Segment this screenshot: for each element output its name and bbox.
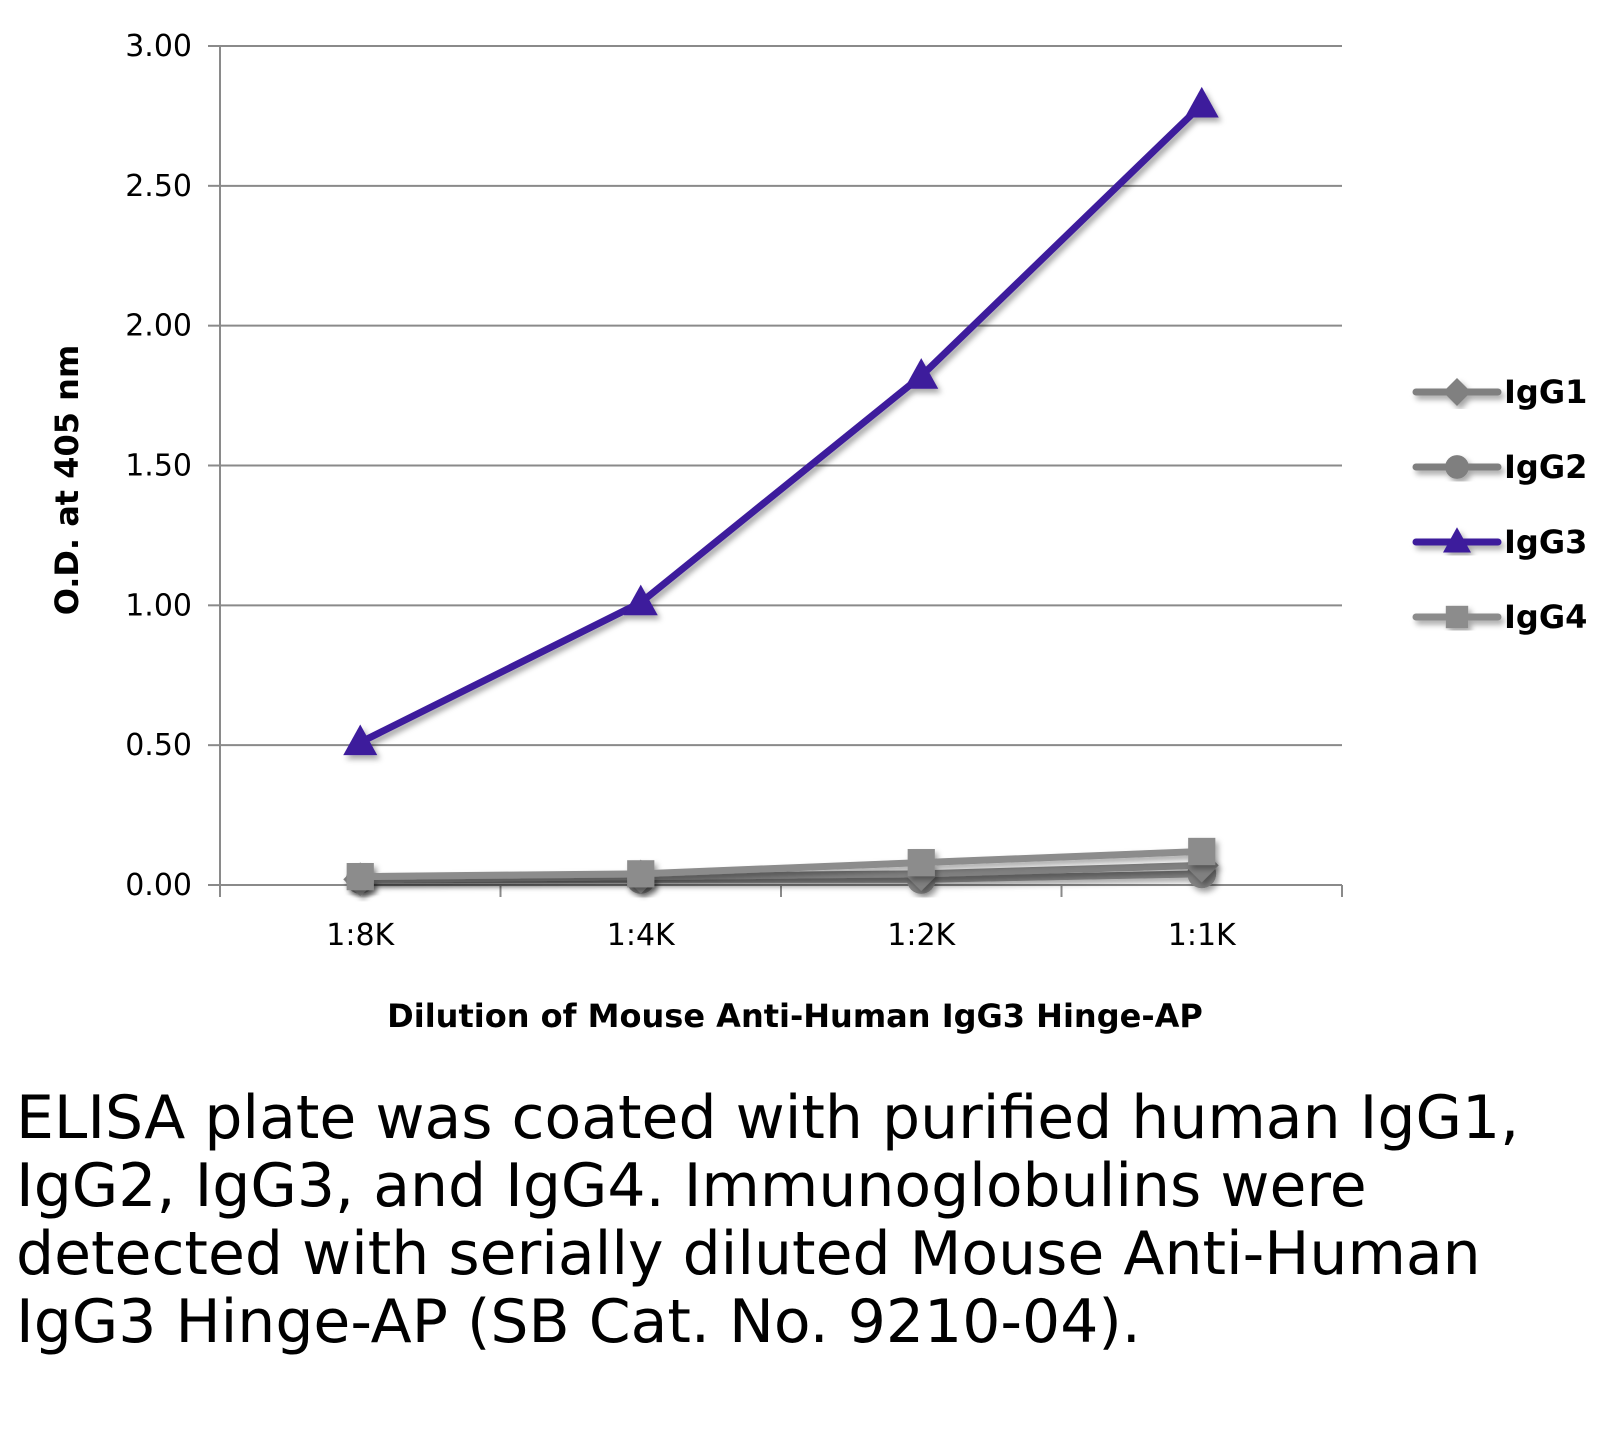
circle-marker-icon bbox=[1445, 455, 1469, 479]
data-point-triangle bbox=[904, 358, 939, 389]
series-line bbox=[356, 847, 1206, 881]
x-tick-label: 1:8K bbox=[326, 918, 395, 953]
elisa-line-chart: 0.00 0.50 1.00 1.50 2.00 2.50 3.00 1:8K 1:4K 1:2… bbox=[48, 29, 1587, 1035]
y-tick-label: 0.50 bbox=[125, 728, 192, 763]
y-axis-ticks: 0.00 0.50 1.00 1.50 2.00 2.50 3.00 bbox=[125, 29, 220, 903]
y-tick-label: 2.00 bbox=[125, 309, 192, 344]
y-tick-label: 3.00 bbox=[125, 29, 192, 64]
y-axis-title: O.D. at 405 nm bbox=[48, 345, 86, 616]
x-tick-label: 1:1K bbox=[1168, 918, 1237, 953]
legend-entry bbox=[1412, 605, 1502, 629]
legend-entry bbox=[1412, 455, 1502, 479]
legend-entry bbox=[1412, 378, 1502, 406]
data-point-square bbox=[1188, 837, 1216, 866]
x-tick-label: 1:2K bbox=[887, 918, 956, 953]
triangle-marker-icon bbox=[1443, 527, 1471, 553]
x-axis: 1:8K 1:4K 1:2K 1:1K bbox=[219, 46, 1343, 953]
legend-label: IgG1 bbox=[1504, 373, 1587, 411]
legend-entry bbox=[1412, 527, 1502, 553]
legend-label: IgG3 bbox=[1504, 523, 1587, 561]
square-marker-icon bbox=[1445, 605, 1469, 629]
gridlines bbox=[220, 45, 1342, 747]
data-point-square bbox=[907, 849, 935, 877]
figure-caption: ELISA plate was coated with purified hum… bbox=[16, 1083, 1520, 1357]
legend: IgG1 IgG2 IgG3 IgG4 bbox=[1412, 373, 1587, 636]
data-point-triangle bbox=[343, 724, 378, 756]
series-igg4 bbox=[346, 837, 1216, 891]
series-igg3 bbox=[343, 86, 1219, 756]
legend-label: IgG4 bbox=[1504, 598, 1587, 636]
diamond-marker-icon bbox=[1443, 378, 1471, 406]
y-tick-label: 1.00 bbox=[125, 588, 192, 623]
x-axis-title: Dilution of Mouse Anti-Human IgG3 Hinge-… bbox=[387, 997, 1203, 1035]
data-point-triangle bbox=[1184, 86, 1219, 118]
x-tick-label: 1:4K bbox=[607, 918, 676, 953]
series-line bbox=[356, 101, 1206, 746]
data-point-triangle bbox=[623, 584, 658, 616]
legend-label: IgG2 bbox=[1504, 448, 1587, 486]
data-point-square bbox=[627, 860, 655, 888]
data-point-square bbox=[346, 863, 374, 891]
y-tick-label: 2.50 bbox=[125, 169, 192, 204]
y-tick-label: 1.50 bbox=[125, 449, 192, 484]
series-group bbox=[343, 86, 1219, 897]
y-tick-label: 0.00 bbox=[125, 868, 192, 903]
